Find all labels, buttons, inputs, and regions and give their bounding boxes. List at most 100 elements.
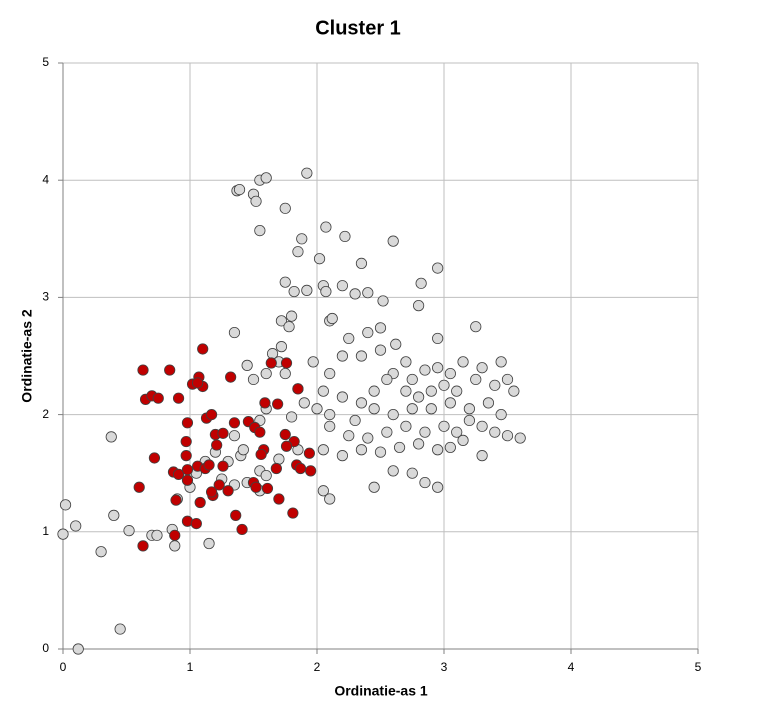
- point: [432, 332, 444, 345]
- point: [362, 326, 374, 339]
- point: [213, 479, 225, 491]
- point: [324, 367, 336, 380]
- point: [476, 362, 488, 374]
- point: [72, 643, 84, 655]
- point: [482, 397, 495, 409]
- point: [296, 233, 308, 245]
- point: [317, 385, 329, 397]
- point: [377, 295, 389, 307]
- point: [137, 364, 149, 376]
- point: [255, 448, 267, 461]
- point: [374, 322, 387, 334]
- point: [326, 312, 338, 325]
- point: [320, 221, 332, 233]
- point: [272, 398, 284, 410]
- point: [164, 364, 176, 376]
- point: [400, 356, 412, 368]
- point: [301, 284, 313, 296]
- point: [190, 517, 202, 530]
- point: [432, 444, 444, 456]
- point: [236, 523, 248, 536]
- point: [247, 373, 260, 386]
- chart-title: Cluster 1: [315, 17, 401, 39]
- point: [203, 537, 215, 550]
- point: [228, 326, 241, 339]
- point: [287, 507, 299, 519]
- point: [374, 344, 387, 356]
- point: [222, 485, 234, 497]
- point: [457, 356, 469, 368]
- point: [374, 446, 387, 458]
- point: [317, 485, 329, 497]
- point: [273, 453, 285, 465]
- point: [324, 420, 336, 432]
- y-tick-label: 5: [42, 55, 49, 69]
- point: [197, 343, 209, 355]
- point: [172, 468, 185, 480]
- point: [349, 288, 361, 300]
- point: [463, 403, 475, 415]
- point: [148, 452, 161, 464]
- point: [390, 338, 402, 350]
- point: [169, 529, 181, 541]
- point: [438, 420, 450, 432]
- point: [279, 428, 291, 441]
- point: [180, 450, 192, 462]
- point: [381, 426, 393, 438]
- point: [133, 481, 145, 493]
- point: [181, 464, 194, 476]
- x-tick-label: 2: [314, 660, 321, 674]
- point: [194, 496, 206, 509]
- y-tick-label: 2: [42, 407, 49, 421]
- point: [457, 434, 469, 446]
- x-tick-label: 1: [187, 660, 194, 674]
- point: [303, 447, 315, 459]
- point: [261, 482, 274, 495]
- point: [419, 364, 431, 376]
- point: [275, 315, 288, 327]
- point: [451, 385, 463, 397]
- point: [419, 426, 431, 438]
- x-tick-label: 4: [568, 660, 575, 674]
- point: [320, 285, 332, 298]
- point: [95, 546, 107, 558]
- point: [307, 356, 319, 368]
- point: [279, 367, 291, 380]
- point: [114, 623, 126, 635]
- point: [508, 385, 520, 397]
- point: [254, 224, 266, 237]
- point: [259, 397, 271, 409]
- point: [280, 440, 293, 452]
- point: [294, 462, 307, 475]
- point: [228, 417, 241, 429]
- point: [279, 202, 291, 214]
- point: [265, 357, 277, 369]
- point: [292, 246, 304, 258]
- point: [514, 432, 526, 444]
- point: [260, 172, 272, 184]
- point: [489, 379, 501, 391]
- point: [260, 469, 272, 482]
- point: [181, 417, 194, 429]
- point: [152, 392, 164, 404]
- point: [355, 397, 368, 409]
- y-axis-title: Ordinatie-as 2: [19, 309, 35, 403]
- point: [105, 431, 117, 443]
- point: [355, 350, 368, 362]
- point: [254, 426, 266, 438]
- point: [406, 467, 418, 479]
- point: [336, 391, 348, 403]
- point: [292, 383, 304, 395]
- point: [180, 435, 192, 448]
- point: [228, 430, 241, 442]
- point: [444, 397, 456, 409]
- point: [444, 441, 456, 454]
- point: [275, 341, 288, 353]
- point: [237, 444, 249, 456]
- point: [336, 450, 348, 462]
- point: [362, 432, 374, 444]
- point: [181, 474, 194, 486]
- point: [415, 277, 427, 289]
- point: [298, 397, 310, 409]
- point: [170, 494, 182, 506]
